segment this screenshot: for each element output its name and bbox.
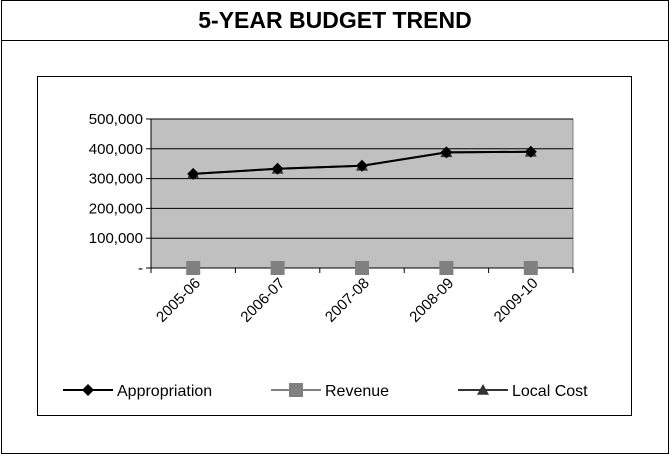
legend-label-revenue: Revenue (325, 383, 389, 400)
data-point-appropriation (524, 145, 537, 158)
legend-marker-appropriation (82, 384, 94, 396)
y-tick-label: 100,000 (89, 230, 143, 247)
y-tick-label: 300,000 (89, 171, 143, 188)
x-tick-label: 2006-07 (237, 275, 288, 326)
y-tick-label: 500,000 (89, 111, 143, 128)
y-tick-label: - (138, 260, 143, 277)
data-point-appropriation (187, 167, 200, 180)
data-point-appropriation (271, 162, 284, 175)
y-tick-label: 200,000 (89, 200, 143, 217)
data-point-revenue (270, 261, 285, 275)
plot-area (150, 118, 574, 269)
x-tick-label: 2007-08 (322, 275, 373, 326)
x-tick-label: 2008-09 (406, 275, 457, 326)
legend-marker-local-cost (477, 384, 489, 395)
line-chart: - 100,000 200,000 300,000 400,000 500,000 2005… (63, 111, 588, 400)
data-point-appropriation (356, 159, 368, 172)
x-tick-label: 2005-06 (153, 275, 204, 326)
data-point-revenue (186, 261, 201, 275)
legend-label-local-cost: Local Cost (512, 383, 588, 400)
chart-title: 5-YEAR BUDGET TREND (2, 1, 668, 41)
data-point-revenue (523, 261, 538, 275)
data-point-revenue (439, 261, 454, 275)
y-tick-label: 400,000 (89, 141, 143, 158)
data-point-revenue (355, 261, 369, 275)
x-tick-label: 2009-10 (491, 275, 542, 326)
chart-area: - 100,000 200,000 300,000 400,000 500,000 2005… (37, 76, 632, 416)
data-point-appropriation (440, 146, 453, 159)
legend-marker-revenue (289, 383, 303, 397)
legend-label-appropriation: Appropriation (117, 383, 212, 400)
